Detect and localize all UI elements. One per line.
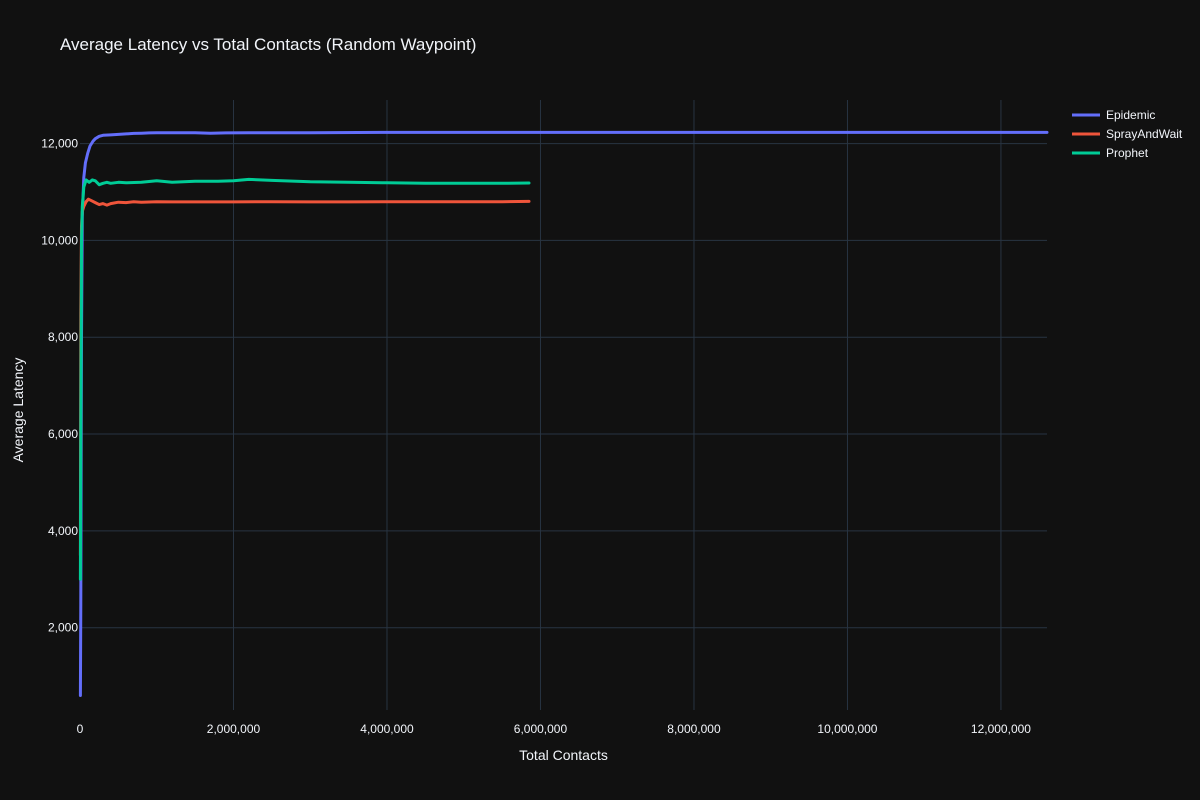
x-axis-title: Total Contacts [519, 747, 608, 763]
tick-layer: 0 2,000,000 4,000,000 6,000,000 8,000,000 10,… [41, 137, 1031, 736]
x-tick-label: 0 [77, 722, 84, 736]
y-tick-label: 6,000 [48, 427, 78, 441]
y-tick-label: 2,000 [48, 621, 78, 635]
y-axis-title: Average Latency [10, 358, 26, 463]
series-line-epidemic [78, 130, 1049, 697]
legend-item-prophet[interactable]: Prophet [1072, 146, 1149, 160]
chart-title: Average Latency vs Total Contacts (Rando… [60, 35, 476, 54]
y-tick-label: 8,000 [48, 330, 78, 344]
y-tick-label: 4,000 [48, 524, 78, 538]
legend-item-sprayandwait[interactable]: SprayAndWait [1072, 127, 1183, 141]
x-tick-label: 8,000,000 [667, 722, 721, 736]
legend-label: SprayAndWait [1106, 127, 1183, 141]
grid-layer [80, 100, 1047, 710]
series-line-sprayandwait [78, 197, 531, 557]
x-tick-label: 6,000,000 [514, 722, 568, 736]
legend[interactable]: Epidemic SprayAndWait Prophet [1072, 108, 1183, 160]
x-tick-label: 10,000,000 [817, 722, 877, 736]
x-tick-label: 4,000,000 [360, 722, 414, 736]
y-tick-label: 12,000 [41, 137, 78, 151]
series-line-prophet [78, 177, 531, 581]
series-layer [78, 130, 1049, 697]
y-tick-label: 10,000 [41, 233, 78, 247]
x-tick-label: 2,000,000 [207, 722, 261, 736]
legend-label: Prophet [1106, 146, 1149, 160]
x-tick-label: 12,000,000 [971, 722, 1031, 736]
legend-item-epidemic[interactable]: Epidemic [1072, 108, 1155, 122]
legend-label: Epidemic [1106, 108, 1155, 122]
